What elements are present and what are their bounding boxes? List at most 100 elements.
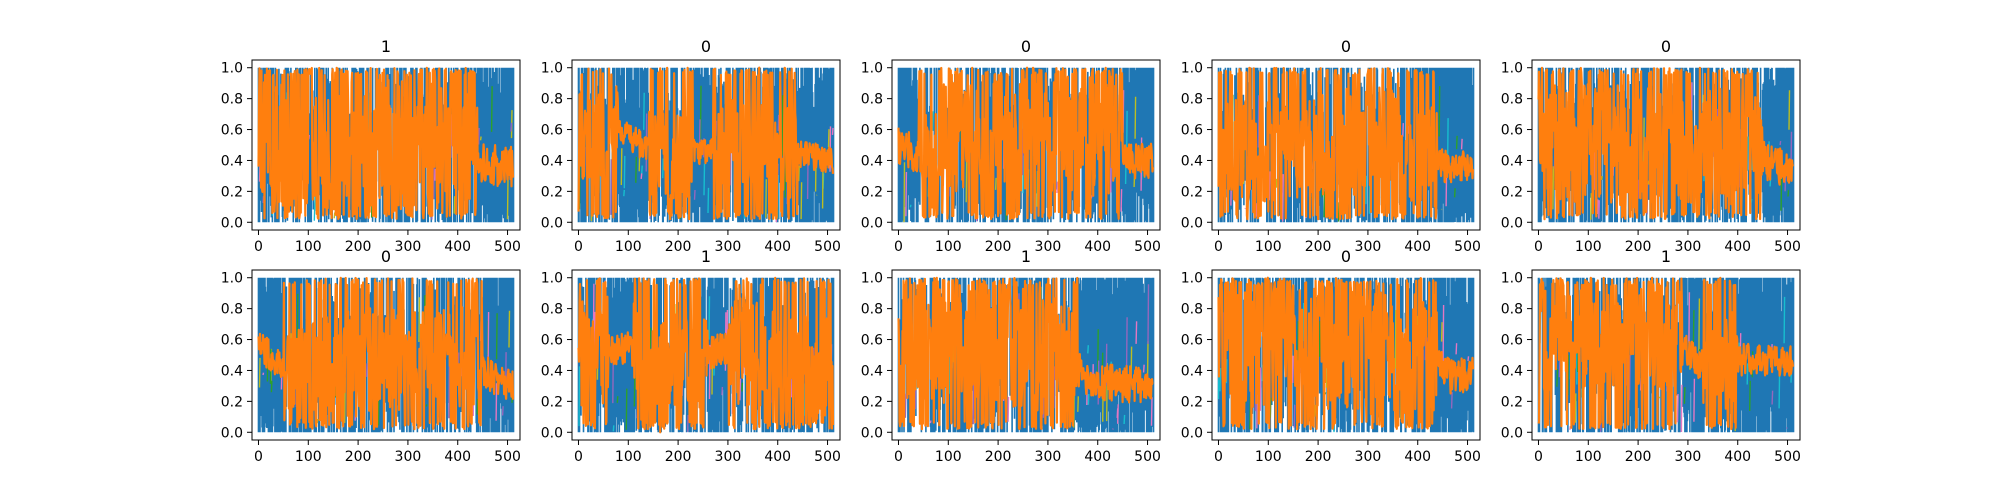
x-tick-label: 400 [1084, 449, 1111, 465]
axes-frame [1531, 269, 1801, 441]
axes-frame [891, 269, 1161, 441]
y-tick-label: 0.8 [541, 302, 563, 318]
x-tick-label: 200 [1305, 449, 1332, 465]
y-tick-label: 0.4 [861, 363, 883, 379]
y-tick-label: 0.2 [221, 394, 243, 410]
series-orange [897, 276, 1154, 431]
x-tick-label: 300 [1035, 239, 1062, 255]
series-orange [1537, 66, 1795, 221]
axes-frame [1211, 59, 1481, 231]
x-tick-label: 300 [715, 239, 742, 255]
y-tick-label: 1.0 [861, 61, 883, 77]
y-tick-label: 0.8 [1501, 302, 1523, 318]
y-tick-label: 0.6 [861, 123, 883, 139]
y-tick-label: 0.0 [1181, 215, 1203, 231]
y-tick-label: 0.4 [1181, 153, 1203, 169]
x-tick-label: 500 [814, 239, 841, 255]
y-tick-label: 0.8 [541, 92, 563, 108]
subplot-title: 1 [1021, 247, 1031, 266]
y-tick-label: 0.4 [1501, 153, 1523, 169]
y-tick-label: 0.0 [1501, 425, 1523, 441]
subplot-title: 0 [1341, 37, 1351, 56]
axes-frame [1211, 269, 1481, 441]
x-tick-label: 100 [1575, 449, 1602, 465]
x-tick-label: 100 [615, 239, 642, 255]
y-tick-label: 0.4 [221, 363, 243, 379]
plot-area [577, 276, 835, 434]
y-tick-label: 0.2 [861, 184, 883, 200]
y-tick-label: 0.4 [541, 363, 563, 379]
x-tick-label: 0 [574, 239, 583, 255]
y-tick-label: 0.2 [1181, 184, 1203, 200]
subplot-title: 1 [1661, 247, 1671, 266]
plot-area [577, 66, 835, 223]
y-tick-label: 0.6 [221, 333, 243, 349]
subplot-4: 0 100 200 300 400 500 0.0 0.2 0.4 0.6 0.8 1.0 0 [1181, 37, 1481, 255]
x-tick-label: 0 [254, 239, 263, 255]
x-tick-label: 200 [985, 239, 1012, 255]
x-tick-label: 400 [764, 449, 791, 465]
x-tick-label: 0 [254, 449, 263, 465]
x-tick-label: 500 [1454, 239, 1481, 255]
x-tick-label: 500 [1134, 449, 1161, 465]
x-tick-label: 0 [1214, 239, 1223, 255]
y-tick-label: 0.8 [1181, 92, 1203, 108]
axes-frame [891, 59, 1161, 231]
subplot-title: 0 [1341, 247, 1351, 266]
subplot-10: 0 100 200 300 400 500 0.0 0.2 0.4 0.6 0.8 1.0 1 [1501, 247, 1801, 465]
series-orange [577, 276, 835, 434]
y-tick-label: 0.6 [541, 123, 563, 139]
y-tick-label: 0.6 [861, 333, 883, 349]
x-tick-label: 200 [665, 239, 692, 255]
x-tick-label: 0 [894, 239, 903, 255]
x-tick-label: 200 [1625, 239, 1652, 255]
y-tick-label: 1.0 [1181, 61, 1203, 77]
y-tick-label: 0.4 [1501, 363, 1523, 379]
y-tick-label: 0.0 [541, 425, 563, 441]
x-tick-label: 500 [494, 449, 521, 465]
x-tick-label: 200 [1305, 239, 1332, 255]
subplot-title: 0 [1661, 37, 1671, 56]
y-tick-label: 0.6 [541, 333, 563, 349]
y-tick-label: 0.4 [861, 153, 883, 169]
subplot-9: 0 100 200 300 400 500 0.0 0.2 0.4 0.6 0.8 1.0 0 [1181, 247, 1481, 465]
subplot-3: 0 100 200 300 400 500 0.0 0.2 0.4 0.6 0.8 1.0 0 [861, 37, 1161, 255]
y-tick-label: 0.2 [541, 394, 563, 410]
x-tick-label: 300 [395, 449, 422, 465]
x-tick-label: 200 [1625, 449, 1652, 465]
axes-frame [571, 59, 841, 231]
x-tick-label: 500 [1454, 449, 1481, 465]
y-tick-label: 0.2 [1501, 394, 1523, 410]
y-tick-label: 0.6 [221, 123, 243, 139]
series-orange [257, 276, 515, 431]
plot-area [257, 66, 515, 223]
y-tick-label: 0.2 [1181, 394, 1203, 410]
y-tick-label: 0.8 [221, 92, 243, 108]
x-tick-label: 300 [1675, 239, 1702, 255]
y-tick-label: 0.6 [1501, 333, 1523, 349]
subplot-5: 0 100 200 300 400 500 0.0 0.2 0.4 0.6 0.8 1.0 0 [1501, 37, 1801, 255]
x-tick-label: 100 [615, 449, 642, 465]
subplot-6: 0 100 200 300 400 500 0.0 0.2 0.4 0.6 0.8 1.0 0 [221, 247, 521, 465]
x-tick-label: 400 [444, 449, 471, 465]
plot-area [1217, 66, 1475, 223]
subplot-title: 1 [701, 247, 711, 266]
x-tick-label: 0 [1534, 449, 1543, 465]
plot-area [1537, 276, 1795, 433]
x-tick-label: 200 [345, 239, 372, 255]
subplot-2: 0 100 200 300 400 500 0.0 0.2 0.4 0.6 0.8 1.0 0 [541, 37, 841, 255]
y-tick-label: 0.2 [541, 184, 563, 200]
subplot-title: 0 [381, 247, 391, 266]
y-tick-label: 0.4 [541, 153, 563, 169]
x-tick-label: 100 [1255, 239, 1282, 255]
x-tick-label: 400 [764, 239, 791, 255]
y-tick-label: 0.8 [861, 92, 883, 108]
y-tick-label: 0.4 [1181, 363, 1203, 379]
plot-area [1537, 66, 1795, 223]
x-tick-label: 100 [295, 449, 322, 465]
x-tick-label: 0 [1214, 449, 1223, 465]
y-tick-label: 1.0 [1181, 271, 1203, 287]
y-tick-label: 0.0 [541, 215, 563, 231]
y-tick-label: 0.0 [221, 425, 243, 441]
